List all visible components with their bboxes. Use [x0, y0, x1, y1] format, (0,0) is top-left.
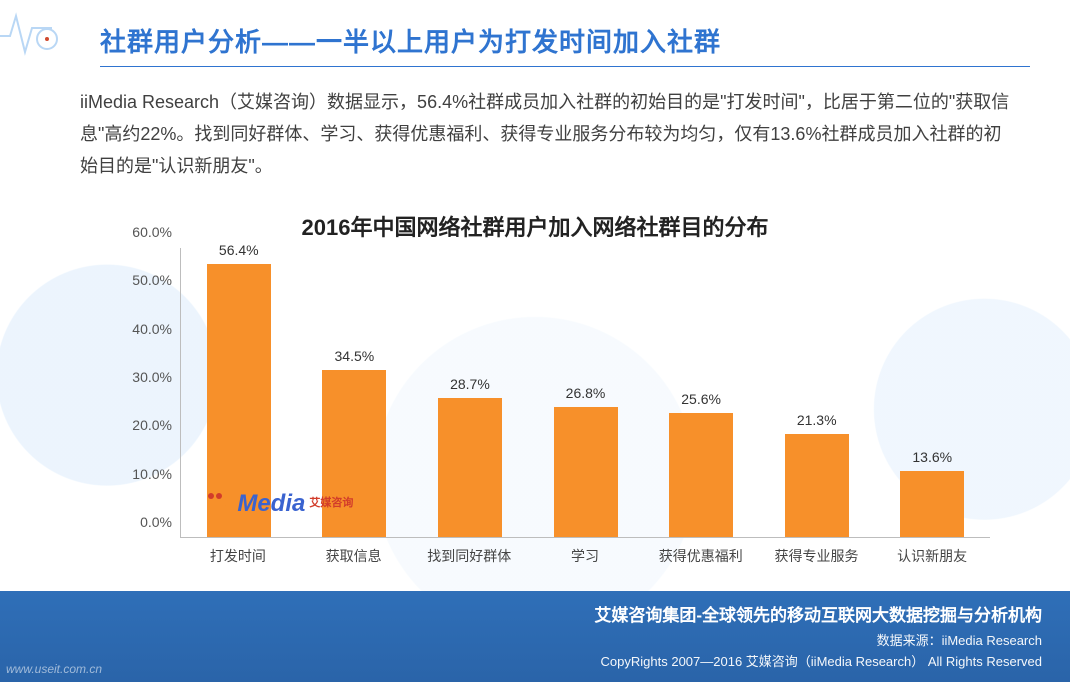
- x-label: 认识新朋友: [874, 538, 990, 568]
- bar-value-label: 13.6%: [912, 449, 952, 465]
- bar: [554, 407, 618, 537]
- watermark-media: Media: [237, 490, 305, 518]
- x-label: 学习: [527, 538, 643, 568]
- y-tick-label: 30.0%: [132, 369, 172, 385]
- bar-value-label: 21.3%: [797, 412, 837, 428]
- bar: [438, 398, 502, 537]
- bar: [785, 434, 849, 537]
- bar-slot: 26.8%: [528, 248, 644, 537]
- iimedia-watermark: ii Media 艾媒咨询: [208, 490, 353, 518]
- bar-value-label: 56.4%: [219, 242, 259, 258]
- y-tick-label: 10.0%: [132, 466, 172, 482]
- x-label: 获取信息: [296, 538, 412, 568]
- x-label: 获得专业服务: [759, 538, 875, 568]
- slide-footer: 艾媒咨询集团-全球领先的移动互联网大数据挖掘与分析机构 数据来源：iiMedia…: [0, 591, 1070, 682]
- y-tick-label: 0.0%: [140, 514, 172, 530]
- footer-line2: 数据来源：iiMedia Research: [28, 630, 1042, 649]
- x-label: 找到同好群体: [411, 538, 527, 568]
- site-watermark: www.useit.com.cn: [6, 662, 102, 676]
- bar-value-label: 28.7%: [450, 376, 490, 392]
- watermark-dots-icon: [208, 493, 222, 499]
- y-tick-label: 40.0%: [132, 321, 172, 337]
- bar-slot: 25.6%: [643, 248, 759, 537]
- bar-value-label: 34.5%: [335, 348, 375, 364]
- x-axis-labels: 打发时间获取信息找到同好群体学习获得优惠福利获得专业服务认识新朋友: [180, 538, 990, 568]
- x-label: 打发时间: [180, 538, 296, 568]
- bar-slot: 21.3%: [759, 248, 875, 537]
- bullet-icon: [36, 28, 58, 50]
- bar-chart: 0.0%10.0%20.0%30.0%40.0%50.0%60.0% 56.4%…: [110, 248, 990, 568]
- y-tick-label: 60.0%: [132, 224, 172, 240]
- y-tick-label: 50.0%: [132, 272, 172, 288]
- bar: [900, 471, 964, 537]
- slide-paragraph: iiMedia Research（艾媒咨询）数据显示，56.4%社群成员加入社群…: [80, 86, 1010, 182]
- footer-line1: 艾媒咨询集团-全球领先的移动互联网大数据挖掘与分析机构: [28, 601, 1042, 626]
- footer-line3: CopyRights 2007—2016 艾媒咨询（iiMedia Resear…: [28, 651, 1042, 670]
- x-label: 获得优惠福利: [643, 538, 759, 568]
- watermark-cn: 艾媒咨询: [309, 494, 353, 510]
- bar-slot: 28.7%: [412, 248, 528, 537]
- bar-value-label: 26.8%: [566, 385, 606, 401]
- bar-value-label: 25.6%: [681, 391, 721, 407]
- bar-slot: 13.6%: [874, 248, 990, 537]
- slide-title: 社群用户分析——一半以上用户为打发时间加入社群: [100, 22, 1030, 59]
- bar: [669, 413, 733, 537]
- slide-header: 社群用户分析——一半以上用户为打发时间加入社群: [100, 22, 1030, 67]
- y-axis: 0.0%10.0%20.0%30.0%40.0%50.0%60.0%: [110, 248, 180, 538]
- slide: 社群用户分析——一半以上用户为打发时间加入社群 iiMedia Research…: [0, 0, 1070, 682]
- watermark-ii: ii: [224, 490, 237, 518]
- y-tick-label: 20.0%: [132, 417, 172, 433]
